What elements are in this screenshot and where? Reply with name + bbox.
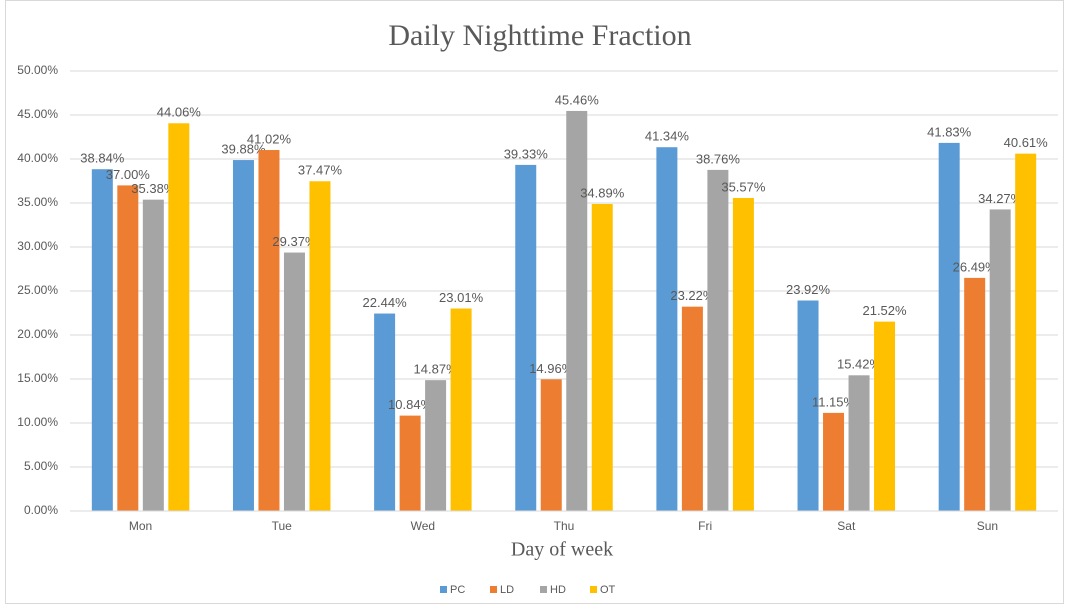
data-label: 23.22% (670, 288, 715, 303)
y-tick-label: 15.00% (17, 371, 58, 385)
y-tick-label: 45.00% (17, 107, 58, 121)
legend-label: LD (500, 584, 514, 596)
bar (117, 185, 139, 511)
y-tick-label: 20.00% (17, 327, 58, 341)
data-label: 40.61% (1004, 135, 1049, 150)
data-label: 23.01% (439, 290, 484, 305)
bar (797, 300, 819, 511)
data-label: 26.49% (953, 259, 998, 274)
data-label: 37.00% (106, 167, 151, 182)
bar (399, 415, 421, 511)
x-tick-label: Mon (129, 519, 152, 533)
data-label: 35.57% (721, 179, 766, 194)
x-tick-label: Fri (698, 519, 712, 533)
bar (732, 197, 754, 511)
data-label: 38.84% (80, 151, 125, 166)
data-label: 41.02% (247, 131, 292, 146)
bar (989, 209, 1011, 511)
data-label: 35.38% (131, 181, 176, 196)
bar (425, 380, 447, 511)
legend-label: PC (450, 584, 465, 596)
bar (566, 110, 588, 512)
x-tick-label: Tue (272, 519, 293, 533)
bar (168, 123, 190, 511)
x-tick-label: Thu (554, 519, 575, 533)
data-label: 37.47% (298, 163, 343, 178)
data-label: 38.76% (696, 151, 741, 166)
bar (232, 160, 254, 511)
x-tick-label: Wed (411, 519, 435, 533)
legend-label: OT (600, 584, 616, 596)
data-label: 45.46% (555, 92, 600, 107)
data-label: 21.52% (862, 303, 907, 318)
bar (1015, 153, 1037, 511)
bar (374, 313, 396, 511)
y-tick-label: 5.00% (24, 459, 58, 473)
data-label: 23.92% (786, 282, 831, 297)
y-tick-label: 25.00% (17, 283, 58, 297)
bar (848, 375, 870, 511)
data-label: 34.27% (978, 191, 1023, 206)
legend-swatch (590, 586, 597, 593)
legend-swatch (440, 586, 447, 593)
bar (707, 169, 729, 512)
data-label: 41.83% (927, 124, 972, 139)
data-label: 34.89% (580, 185, 625, 200)
data-label: 22.44% (363, 295, 408, 310)
data-label: 39.88% (221, 141, 266, 156)
bar (91, 169, 113, 511)
data-label: 11.15% (812, 394, 856, 409)
data-label: 29.37% (272, 234, 317, 249)
bar (874, 321, 896, 511)
y-tick-label: 10.00% (17, 415, 58, 429)
data-label: 44.06% (157, 105, 202, 120)
y-tick-label: 35.00% (17, 195, 58, 209)
bar (515, 164, 537, 511)
data-label: 15.42% (837, 357, 882, 372)
data-label: 10.84% (388, 397, 433, 412)
data-label: 41.34% (645, 129, 690, 144)
legend-label: HD (550, 584, 566, 596)
bar (142, 199, 164, 511)
data-label: 14.87% (414, 362, 459, 377)
bar (681, 306, 703, 511)
bar (309, 181, 331, 511)
y-tick-label: 50.00% (17, 63, 58, 77)
bar (823, 412, 845, 511)
x-tick-label: Sun (977, 519, 998, 533)
bar (964, 277, 986, 511)
y-tick-label: 0.00% (24, 503, 58, 517)
data-label: 39.33% (504, 146, 549, 161)
bar (591, 203, 613, 511)
bar (540, 379, 562, 511)
legend-swatch (540, 586, 547, 593)
data-label: 14.96% (529, 361, 574, 376)
chart-title: Daily Nighttime Fraction (388, 19, 691, 52)
bar (938, 142, 960, 511)
bar (283, 252, 305, 511)
y-tick-label: 40.00% (17, 151, 58, 165)
y-tick-label: 30.00% (17, 239, 58, 253)
bar (656, 147, 678, 511)
legend-swatch (490, 586, 497, 593)
bar (258, 150, 280, 512)
bar (450, 308, 472, 511)
x-axis-title: Day of week (511, 539, 613, 561)
x-tick-label: Sat (837, 519, 856, 533)
